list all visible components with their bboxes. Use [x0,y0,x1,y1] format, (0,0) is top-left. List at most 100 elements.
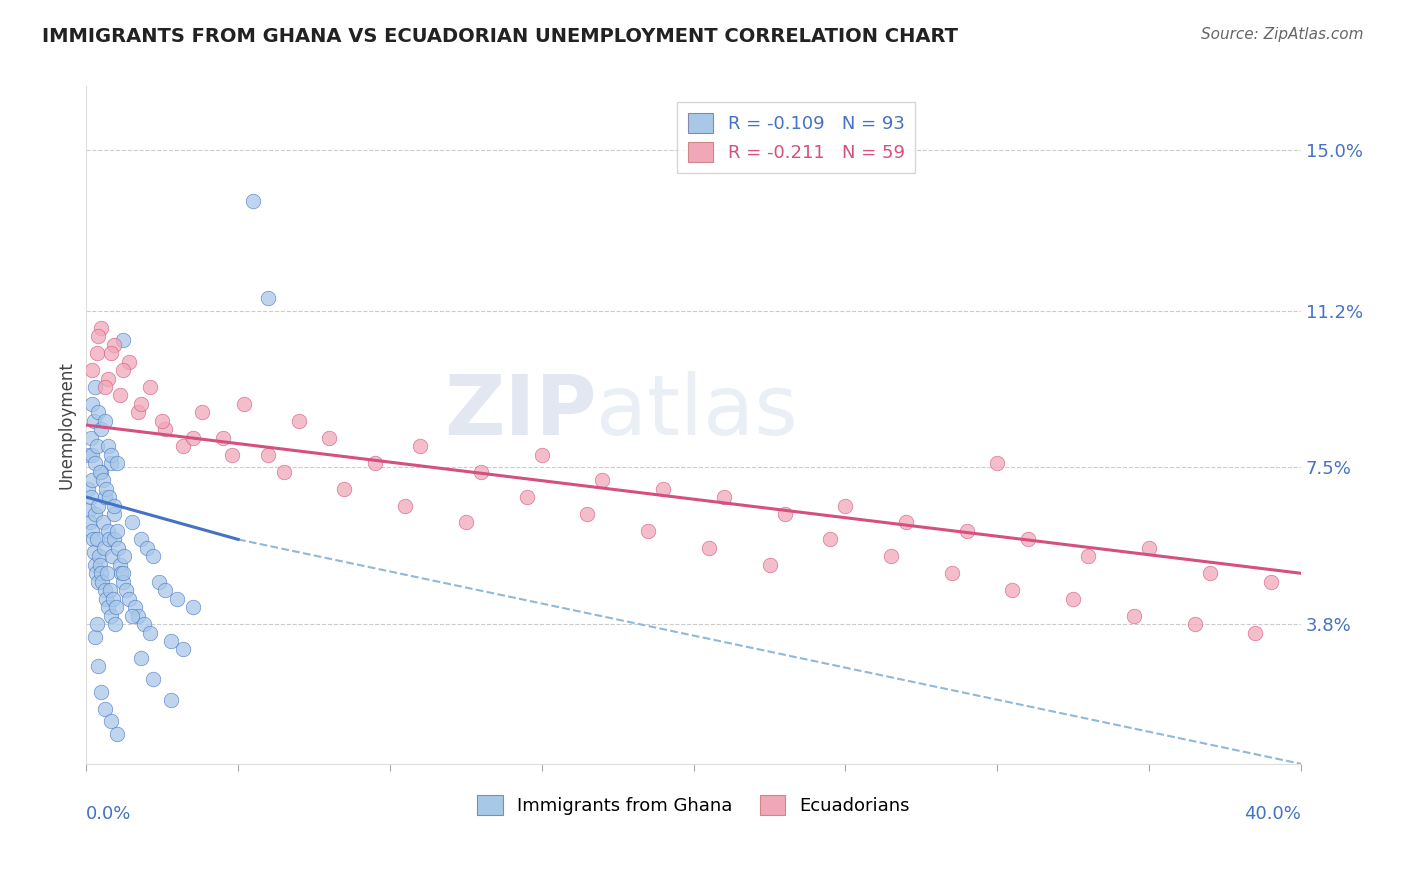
Point [94,591,117,606]
Point [80,490,103,504]
Point [97,600,120,615]
Point [242,194,264,208]
Point [87,659,110,673]
Point [84,630,107,644]
Point [576,507,599,521]
Point [79,448,101,462]
Point [124,600,146,615]
Point [90,685,112,699]
Point [713,490,735,504]
Point [132,617,155,632]
Point [91,516,114,530]
Point [93,583,115,598]
Point [1137,541,1160,555]
Point [139,380,162,394]
Point [100,448,122,462]
Point [1077,549,1099,564]
Point [105,727,128,741]
Point [103,499,125,513]
Point [986,456,1008,470]
Point [129,533,152,547]
Point [318,431,340,445]
Point [516,490,538,504]
Point [941,566,963,581]
Point [142,672,165,686]
Point [98,490,121,504]
Text: ZIP: ZIP [444,371,596,452]
Point [121,516,143,530]
Point [114,583,136,598]
Y-axis label: Unemployment: Unemployment [58,361,75,489]
Point [105,600,128,615]
Point [82,524,104,538]
Point [90,422,112,436]
Point [111,566,134,581]
Point [105,456,128,470]
Point [100,346,122,360]
Point [93,541,115,555]
Point [637,524,659,538]
Point [592,473,614,487]
Point [86,617,108,632]
Point [89,465,111,479]
Point [111,334,134,348]
Point [818,533,841,547]
Point [82,397,104,411]
Point [111,363,134,377]
Point [1062,591,1084,606]
Point [697,541,720,555]
Point [273,465,295,479]
Point [84,507,107,521]
Point [118,591,141,606]
Point [155,583,177,598]
Point [160,693,183,707]
Point [108,558,131,572]
Point [127,405,149,419]
Point [257,291,280,305]
Point [83,456,105,470]
Point [773,507,796,521]
Point [90,320,112,334]
Point [212,431,235,445]
Point [1198,566,1220,581]
Point [257,448,280,462]
Point [834,499,856,513]
Point [758,558,780,572]
Point [80,431,103,445]
Point [530,448,553,462]
Point [160,634,183,648]
Point [77,502,100,516]
Point [107,541,129,555]
Point [90,566,112,581]
Point [894,516,917,530]
Point [96,439,118,453]
Point [129,397,152,411]
Point [288,414,311,428]
Point [100,714,122,729]
Point [100,608,122,623]
Point [87,405,110,419]
Point [82,533,104,547]
Point [89,558,111,572]
Text: 40.0%: 40.0% [1244,805,1301,823]
Point [652,482,675,496]
Point [150,414,173,428]
Point [136,541,159,555]
Point [96,566,118,581]
Point [96,524,118,538]
Point [84,380,107,394]
Text: Source: ZipAtlas.com: Source: ZipAtlas.com [1201,27,1364,42]
Point [129,651,152,665]
Point [142,549,165,564]
Point [118,354,141,368]
Point [87,549,110,564]
Point [108,388,131,402]
Point [112,549,135,564]
Point [364,456,387,470]
Point [190,405,212,419]
Point [83,545,105,559]
Point [101,549,124,564]
Point [87,329,110,343]
Point [80,448,103,462]
Point [110,566,132,581]
